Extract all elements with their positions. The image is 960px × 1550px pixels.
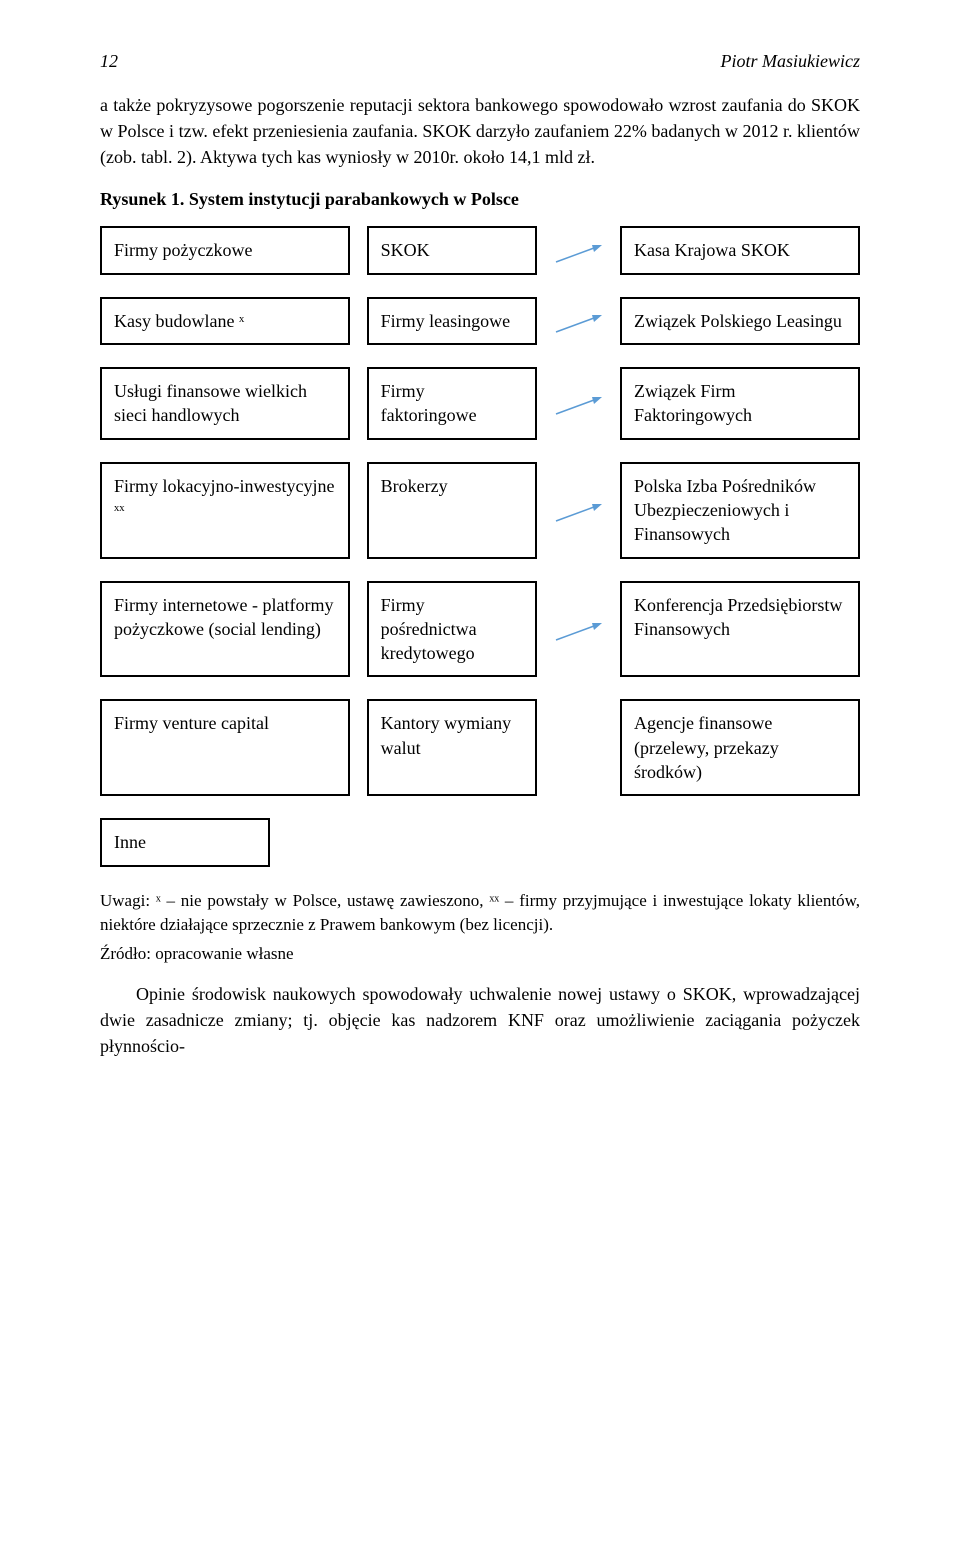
box-text: Firmy faktoringowe <box>381 379 523 428</box>
box-left: Firmy internetowe - platformy pożyczkowe… <box>100 581 350 678</box>
diagram-row: Firmy lokacyjno-inwestycyjne ˣˣ Brokerzy… <box>100 462 860 559</box>
box-right: Agencje finansowe (przelewy, przekazy śr… <box>620 699 860 796</box>
box-mid: Kantory wymiany walut <box>367 699 537 796</box>
box-left: Firmy lokacyjno-inwestycyjne ˣˣ <box>100 462 350 559</box>
box-left: Kasy budowlane ˣ <box>100 297 350 345</box>
arrow-spacer <box>553 699 603 796</box>
box-text: Firmy pożyczkowe <box>114 238 252 262</box>
diagram-row: Firmy internetowe - platformy pożyczkowe… <box>100 581 860 678</box>
box-left: Firmy pożyczkowe <box>100 226 350 274</box>
box-left: Usługi finansowe wielkich sieci handlowy… <box>100 367 350 440</box>
box-text: Brokerzy <box>381 474 448 498</box>
box-left: Firmy venture capital <box>100 699 350 796</box>
arrow-icon <box>553 297 603 345</box>
box-text: Usługi finansowe wielkich sieci handlowy… <box>114 379 336 428</box>
box-text: Agencje finansowe (przelewy, przekazy śr… <box>634 711 846 784</box>
box-text: Firmy pośrednictwa kredytowego <box>381 593 523 666</box>
page-header: 12 Piotr Masiukiewicz <box>100 48 860 74</box>
closing-paragraph: Opinie środowisk naukowych spowodowały u… <box>100 981 860 1059</box>
box-mid: SKOK <box>367 226 537 274</box>
box-text: Firmy internetowe - platformy pożyczkowe… <box>114 593 336 642</box>
diagram-row: Firmy pożyczkowe SKOK Kasa Krajowa SKOK <box>100 226 860 274</box>
box-text: Związek Firm Faktoringowych <box>634 379 846 428</box>
figure-title: Rysunek 1. System instytucji parabankowy… <box>100 186 860 212</box>
box-mid: Firmy pośrednictwa kredytowego <box>367 581 537 678</box>
box-right: Konferencja Przedsiębiorstw Finansowych <box>620 581 860 678</box>
arrow-icon <box>553 226 603 274</box>
arrow-icon <box>553 581 603 678</box>
box-text: Kasy budowlane ˣ <box>114 309 244 333</box>
diagram-row: Usługi finansowe wielkich sieci handlowy… <box>100 367 860 440</box>
box-mid: Firmy leasingowe <box>367 297 537 345</box>
author-name: Piotr Masiukiewicz <box>721 48 860 74</box>
box-text: Firmy leasingowe <box>381 309 510 333</box>
box-mid: Brokerzy <box>367 462 537 559</box>
box-text: Kantory wymiany walut <box>381 711 523 760</box>
box-right: Związek Firm Faktoringowych <box>620 367 860 440</box>
arrow-icon <box>553 462 603 559</box>
box-text: Konferencja Przedsiębiorstw Finansowych <box>634 593 846 642</box>
paragraph-intro: a także pokryzysowe pogorszenie reputacj… <box>100 92 860 170</box>
box-right: Polska Izba Pośredników Ubezpieczeniowyc… <box>620 462 860 559</box>
box-mid: Firmy faktoringowe <box>367 367 537 440</box>
diagram-row-single: Inne <box>100 818 860 866</box>
box-text: Kasa Krajowa SKOK <box>634 238 790 262</box>
diagram-container: Firmy pożyczkowe SKOK Kasa Krajowa SKOK … <box>100 226 860 866</box>
box-text: SKOK <box>381 238 430 262</box>
box-right: Związek Polskiego Leasingu <box>620 297 860 345</box>
box-text: Firmy lokacyjno-inwestycyjne ˣˣ <box>114 474 336 523</box>
box-text: Firmy venture capital <box>114 711 269 735</box>
arrow-icon <box>553 367 603 440</box>
page-number: 12 <box>100 48 118 74</box>
figure-source: Źródło: opracowanie własne <box>100 942 860 967</box>
box-inne: Inne <box>100 818 270 866</box>
diagram-row: Firmy venture capital Kantory wymiany wa… <box>100 699 860 796</box>
box-text: Związek Polskiego Leasingu <box>634 309 842 333</box>
diagram-row: Kasy budowlane ˣ Firmy leasingowe Związe… <box>100 297 860 345</box>
box-text: Polska Izba Pośredników Ubezpieczeniowyc… <box>634 474 846 547</box>
box-text: Inne <box>114 830 146 854</box>
figure-notes: Uwagi: ˣ – nie powstały w Polsce, ustawę… <box>100 889 860 938</box>
box-right: Kasa Krajowa SKOK <box>620 226 860 274</box>
